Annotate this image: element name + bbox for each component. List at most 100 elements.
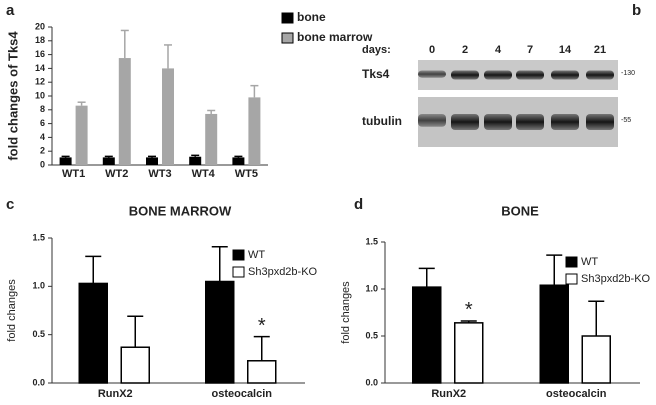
y-tick-label: 16 (35, 49, 45, 59)
y-tick-label: 6 (40, 118, 45, 128)
legend-label: bone (297, 10, 326, 24)
y-tick-label: 0 (40, 159, 45, 169)
panel-letter: b (632, 2, 641, 19)
bar (539, 284, 569, 384)
blot-band (586, 70, 614, 80)
x-tick-label: WT4 (192, 168, 216, 180)
bar (118, 58, 131, 165)
blot-band (551, 114, 579, 130)
error-bar (85, 255, 102, 284)
x-tick-label: WT1 (62, 168, 85, 180)
mw-marker: -130 (621, 70, 635, 77)
bar (102, 157, 115, 165)
panel-letter: d (354, 196, 363, 213)
bar (205, 113, 218, 165)
bar (78, 282, 108, 384)
y-tick-label: 20 (35, 21, 45, 31)
y-tick-label: 1.5 (365, 236, 378, 246)
x-tick-label: WT2 (105, 168, 128, 180)
blot-band (451, 114, 479, 130)
legend-swatch (565, 256, 578, 268)
blot-band (516, 70, 544, 80)
blot-band (451, 70, 479, 80)
bar (146, 157, 158, 165)
bar (232, 157, 245, 165)
y-tick-label: 4 (40, 132, 45, 142)
legend-swatch (565, 273, 578, 285)
x-tick-label: WT5 (235, 168, 258, 180)
blot-band (586, 114, 614, 130)
blot-band (516, 114, 544, 130)
bar (205, 280, 235, 384)
days-label: days: (362, 44, 391, 56)
bar (247, 360, 277, 384)
y-axis-label: fold changes (6, 279, 18, 342)
y-tick-label: 0.5 (32, 329, 45, 339)
error-bar (77, 101, 86, 106)
error-bar (460, 320, 477, 323)
legend-label: Sh3pxd2b-KO (581, 273, 651, 285)
day-label: 0 (429, 44, 435, 56)
y-axis-label: fold changes of Tks4 (5, 31, 20, 161)
y-tick-label: 2 (40, 146, 45, 156)
y-tick-label: 0.0 (365, 377, 378, 387)
day-label: 14 (559, 44, 572, 56)
day-label: 4 (495, 44, 502, 56)
day-label: 21 (594, 44, 606, 56)
row-label: tubulin (362, 114, 402, 128)
x-tick-label: RunX2 (98, 388, 133, 400)
bar (189, 156, 202, 165)
blot-band (484, 70, 512, 80)
legend-label: bone marrow (297, 30, 373, 44)
blot-band (418, 114, 446, 127)
bar (75, 105, 88, 165)
legend-swatch (232, 249, 245, 261)
significance-mark: * (465, 299, 473, 321)
bar (454, 322, 484, 384)
bar (248, 97, 261, 165)
error-bar (211, 245, 228, 282)
error-bar (148, 155, 156, 158)
y-tick-label: 1.5 (32, 232, 45, 242)
legend-label: WT (581, 256, 598, 268)
western-blot: b days: 0 2 4 7 14 21 Tks4 -130 tubulin -55 (362, 2, 641, 147)
significance-mark: * (258, 315, 266, 337)
x-tick-label: RunX2 (431, 388, 466, 400)
error-bar (164, 44, 172, 69)
error-bar (127, 315, 144, 348)
error-bar (234, 155, 243, 158)
bar (412, 286, 442, 384)
y-tick-label: 8 (40, 104, 45, 114)
error-bar (120, 29, 129, 59)
y-tick-label: 0.0 (32, 377, 45, 387)
error-bar (61, 155, 70, 158)
bar (120, 346, 150, 384)
blot-band (418, 70, 446, 78)
legend-label: WT (248, 249, 265, 261)
error-bar (588, 300, 605, 336)
y-tick-label: 18 (35, 35, 45, 45)
chart-title: BONE MARROW (129, 203, 232, 218)
day-label: 2 (462, 44, 468, 56)
chart: d BONE fold changes 0.0 0.5 1.0 1.5 RunX2 osteoc… (340, 196, 651, 400)
x-tick-label: osteocalcin (211, 388, 272, 400)
error-bar (418, 267, 435, 288)
y-tick-label: 0.5 (365, 330, 378, 340)
legend-swatch (281, 12, 294, 24)
bar (59, 157, 72, 165)
bar (162, 68, 174, 165)
y-tick-label: 1.0 (32, 281, 45, 291)
y-tick-label: 10 (35, 90, 45, 100)
error-bar (253, 335, 270, 361)
chart: a fold changes of Tks4 0 2 4 6 8 10 12 14 16 18 20 WT… (5, 2, 373, 180)
legend-swatch (232, 266, 245, 278)
panel-letter: c (6, 196, 14, 213)
error-bar (104, 155, 113, 158)
y-tick-label: 14 (35, 63, 45, 73)
bar (581, 335, 611, 384)
blot-band (484, 114, 512, 130)
y-axis-label: fold changes (340, 281, 352, 344)
day-label: 7 (527, 44, 533, 56)
y-tick-label: 12 (35, 77, 45, 87)
